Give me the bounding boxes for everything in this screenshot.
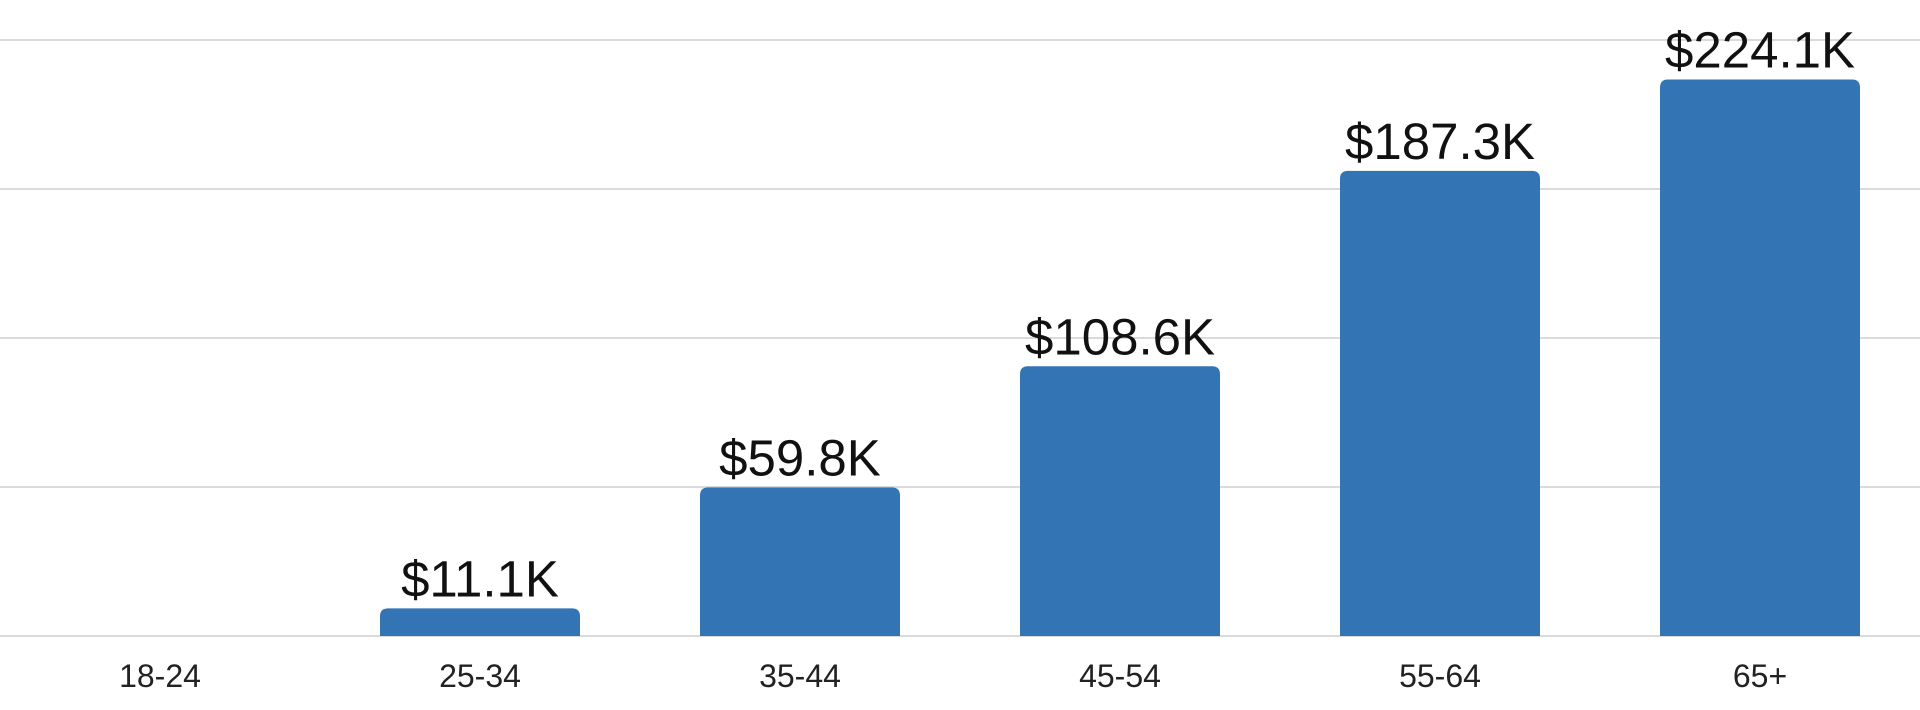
x-tick-label-45-54: 45-54	[1079, 658, 1161, 694]
bar-45-54	[1020, 366, 1220, 636]
bar-35-44	[700, 487, 900, 636]
value-labels: $11.1K $59.8K $108.6K $187.3K $224.1K	[401, 21, 1855, 607]
bars	[380, 79, 1860, 637]
bar-65+	[1660, 79, 1860, 637]
x-tick-label-55-64: 55-64	[1399, 658, 1481, 694]
value-label-55-64: $187.3K	[1345, 113, 1535, 170]
value-label-45-54: $108.6K	[1025, 308, 1215, 365]
gridlines	[0, 39, 1920, 637]
bar-55-64	[1340, 170, 1540, 636]
value-label-25-34: $11.1K	[401, 550, 559, 607]
x-tick-labels: 18-24 25-34 35-44 45-54 55-64 65+	[119, 658, 1787, 694]
x-tick-label-25-34: 25-34	[439, 658, 521, 694]
x-tick-label-65+: 65+	[1733, 658, 1787, 694]
x-tick-label-35-44: 35-44	[759, 658, 841, 694]
bar-25-34	[380, 608, 580, 636]
value-label-35-44: $59.8K	[719, 429, 881, 486]
x-tick-label-18-24: 18-24	[119, 658, 201, 694]
value-label-65+: $224.1K	[1665, 21, 1855, 78]
